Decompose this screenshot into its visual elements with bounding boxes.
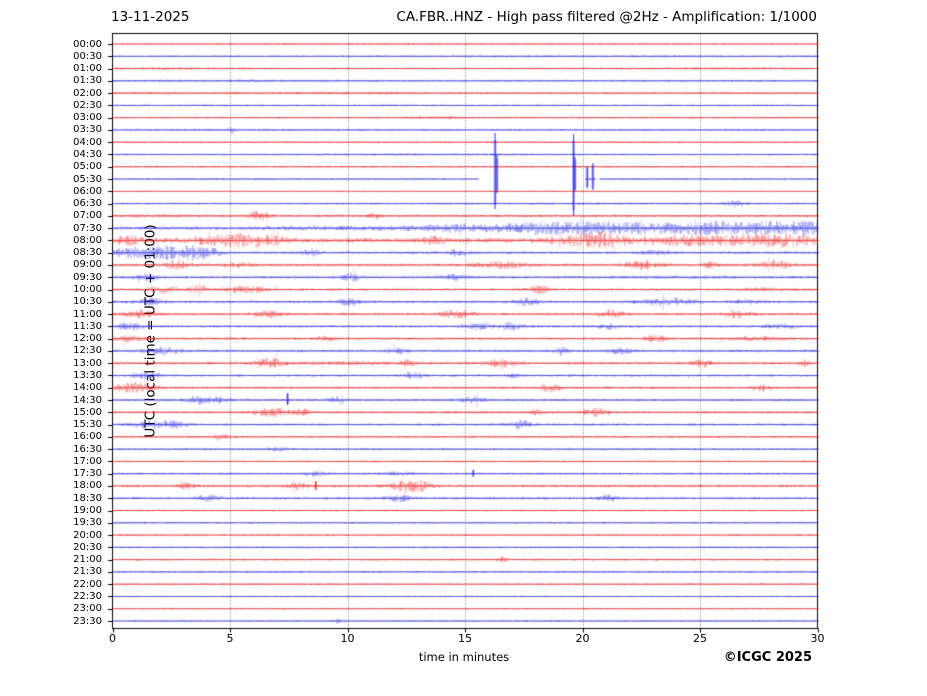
y-tick-label: 12:30 bbox=[73, 345, 102, 357]
y-tick-label: 21:30 bbox=[73, 566, 102, 578]
y-tick-label: 06:30 bbox=[73, 198, 102, 210]
y-tick-label: 05:30 bbox=[73, 173, 102, 185]
y-tick-label: 03:00 bbox=[73, 112, 102, 124]
y-tick-label: 07:30 bbox=[73, 222, 102, 234]
y-tick-label: 11:00 bbox=[73, 308, 102, 320]
y-tick-label: 04:30 bbox=[73, 148, 102, 160]
y-tick-label: 17:30 bbox=[73, 468, 102, 480]
y-tick-label: 00:30 bbox=[73, 50, 102, 62]
x-tick-label: 0 bbox=[109, 632, 116, 645]
x-tick-label: 10 bbox=[340, 632, 355, 645]
y-tick-label: 22:30 bbox=[73, 590, 102, 602]
y-tick-label: 23:30 bbox=[73, 615, 102, 627]
y-tick-label: 05:00 bbox=[73, 161, 102, 173]
y-tick-label: 07:00 bbox=[73, 210, 102, 222]
y-tick-label: 02:30 bbox=[73, 99, 102, 111]
x-axis-label: time in minutes bbox=[418, 650, 510, 664]
y-tick-label: 11:30 bbox=[73, 320, 102, 332]
y-tick-label: 08:30 bbox=[73, 247, 102, 259]
y-tick-label: 10:30 bbox=[73, 296, 102, 308]
y-tick-label: 19:30 bbox=[73, 517, 102, 529]
y-tick-label: 13:00 bbox=[73, 357, 102, 369]
y-tick-label: 02:00 bbox=[73, 87, 102, 99]
y-tick-label: 09:30 bbox=[73, 271, 102, 283]
y-tick-label: 15:00 bbox=[73, 406, 102, 418]
y-tick-label: 17:00 bbox=[73, 455, 102, 467]
x-tick-label: 20 bbox=[575, 632, 590, 645]
y-tick-label: 00:00 bbox=[73, 38, 102, 50]
y-tick-label: 15:30 bbox=[73, 419, 102, 431]
y-tick-label: 12:00 bbox=[73, 333, 102, 345]
y-tick-label: 03:30 bbox=[73, 124, 102, 136]
y-tick-label: 22:00 bbox=[73, 578, 102, 590]
y-tick-label: 20:30 bbox=[73, 541, 102, 553]
y-tick-label: 13:30 bbox=[73, 369, 102, 381]
copyright-label: ©ICGC 2025 bbox=[723, 650, 812, 665]
y-tick-label: 09:00 bbox=[73, 259, 102, 271]
y-tick-label: 16:00 bbox=[73, 431, 102, 443]
y-tick-label: 10:00 bbox=[73, 284, 102, 296]
y-tick-label: 06:00 bbox=[73, 185, 102, 197]
y-tick-label: 08:00 bbox=[73, 234, 102, 246]
x-tick-label: 15 bbox=[458, 632, 472, 645]
y-tick-label: 21:00 bbox=[73, 554, 102, 566]
x-tick-label: 25 bbox=[693, 632, 707, 645]
y-tick-label: 14:30 bbox=[73, 394, 102, 406]
y-tick-label: 14:00 bbox=[73, 382, 102, 394]
y-tick-label: 01:00 bbox=[73, 63, 102, 75]
y-tick-label: 18:30 bbox=[73, 492, 102, 504]
y-tick-label: 16:30 bbox=[73, 443, 102, 455]
x-tick-label: 30 bbox=[810, 632, 825, 645]
x-tick-label: 5 bbox=[226, 632, 234, 645]
y-tick-label: 01:30 bbox=[73, 75, 102, 87]
y-tick-label: 04:00 bbox=[73, 136, 102, 148]
y-tick-label: 19:00 bbox=[73, 505, 102, 516]
y-tick-label: 18:00 bbox=[73, 480, 102, 492]
y-tick-label: 20:00 bbox=[73, 529, 102, 541]
y-tick-label: 23:00 bbox=[73, 603, 102, 615]
